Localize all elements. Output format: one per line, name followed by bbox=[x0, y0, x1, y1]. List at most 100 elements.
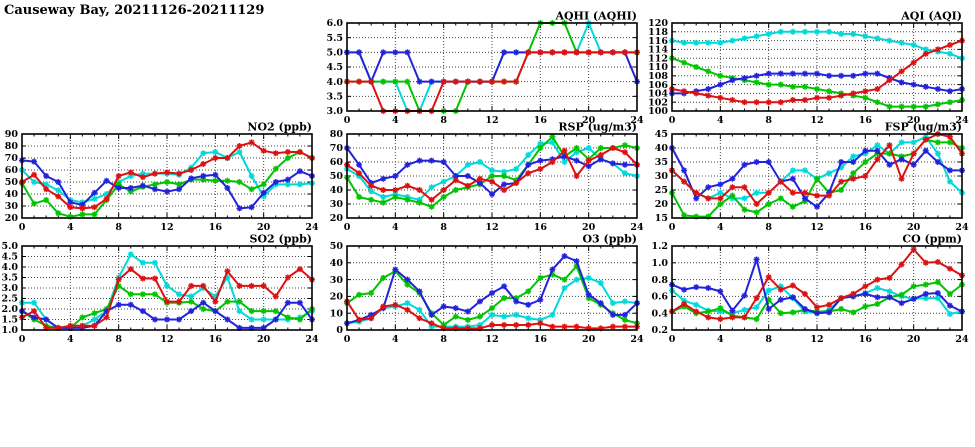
chart-svg-aqhi: 3.0 3.5 4.0 4.5 5.0 5.5 6.0 0 4 8 12 16 20 24 AQHI (AQ… bbox=[326, 10, 644, 127]
y-tick-label: 5.0 bbox=[326, 48, 343, 59]
x-tick-label: 4 bbox=[392, 115, 399, 126]
x-tick-label: 8 bbox=[765, 334, 772, 345]
y-tick-label: 50 bbox=[5, 177, 19, 188]
y-tick-label: 0 bbox=[336, 325, 343, 336]
y-tick-label: 4.0 bbox=[326, 77, 343, 88]
y-tick-label: 1.0 bbox=[651, 258, 668, 269]
x-tick-label: 24 bbox=[630, 115, 644, 126]
x-tick-label: 16 bbox=[209, 334, 223, 345]
y-tick-label: 1.0 bbox=[1, 325, 18, 336]
x-tick-label: 12 bbox=[485, 334, 498, 345]
x-tick-label: 24 bbox=[955, 115, 969, 126]
y-tick-label: 90 bbox=[5, 129, 19, 140]
y-tick-label: 106 bbox=[648, 80, 668, 91]
y-tick-label: 15 bbox=[655, 213, 668, 224]
y-tick-label: 60 bbox=[5, 165, 19, 176]
x-tick-label: 12 bbox=[810, 334, 823, 345]
x-tick-label: 24 bbox=[630, 334, 644, 345]
y-tick-label: 35 bbox=[655, 157, 668, 168]
y-tick-label: 30 bbox=[5, 201, 19, 212]
series-red-markers bbox=[19, 139, 315, 212]
y-tick-label: 45 bbox=[655, 129, 668, 140]
x-tick-label: 12 bbox=[810, 222, 823, 233]
x-tick-label: 8 bbox=[440, 334, 447, 345]
y-tick-label: 2.0 bbox=[1, 304, 18, 315]
chart-title-aqi: AQI (AQI) bbox=[900, 10, 962, 23]
y-tick-label: 3.0 bbox=[326, 106, 343, 117]
chart-no2: 20 30 40 50 60 70 80 90 0 4 8 12 16 20 24 NO2 (ppb) bbox=[0, 121, 326, 239]
x-tick-label: 20 bbox=[907, 115, 921, 126]
x-tick-label: 20 bbox=[907, 222, 921, 233]
x-tick-label: 4 bbox=[392, 222, 399, 233]
y-tick-label: 40 bbox=[655, 143, 669, 154]
y-tick-label: 0.8 bbox=[651, 275, 668, 286]
y-tick-label: 50 bbox=[330, 241, 344, 252]
x-tick-label: 0 bbox=[19, 222, 26, 233]
x-tick-label: 12 bbox=[810, 115, 823, 126]
x-tick-label: 24 bbox=[305, 222, 319, 233]
x-tick-label: 16 bbox=[534, 222, 548, 233]
chart-title-so2: SO2 (ppb) bbox=[250, 233, 313, 246]
series-green-markers bbox=[669, 279, 965, 323]
y-tick-label: 4.5 bbox=[326, 62, 343, 73]
x-tick-label: 8 bbox=[765, 115, 772, 126]
y-tick-label: 4.0 bbox=[1, 262, 18, 273]
y-tick-label: 110 bbox=[648, 62, 668, 73]
chart-svg-o3: 0 10 20 30 40 50 0 4 8 12 16 20 24 O3 (ppb) bbox=[330, 233, 644, 346]
y-tick-label: 5.5 bbox=[326, 33, 343, 44]
chart-fsp: 15 20 25 30 35 40 45 0 4 8 12 16 20 24 FSP (ug/m3) bbox=[646, 121, 975, 239]
chart-o3: 0 10 20 30 40 50 0 4 8 12 16 20 24 O3 (ppb) bbox=[321, 233, 651, 351]
x-tick-label: 20 bbox=[582, 222, 596, 233]
y-tick-label: 30 bbox=[330, 275, 344, 286]
chart-so2: 1.0 1.5 2.0 2.5 3.0 3.5 4.0 4.5 5.0 0 4 8 12 16 20 24 SO… bbox=[0, 233, 326, 351]
x-tick-label: 4 bbox=[67, 334, 74, 345]
x-tick-label: 4 bbox=[392, 334, 399, 345]
x-tick-label: 0 bbox=[669, 222, 676, 233]
y-tick-label: 50 bbox=[330, 171, 344, 182]
x-tick-label: 8 bbox=[765, 222, 772, 233]
x-tick-label: 24 bbox=[955, 334, 969, 345]
x-tick-label: 24 bbox=[955, 222, 969, 233]
series-red-markers bbox=[669, 131, 965, 207]
y-tick-label: 70 bbox=[330, 143, 344, 154]
x-tick-label: 24 bbox=[630, 222, 644, 233]
y-tick-label: 6.0 bbox=[326, 18, 343, 29]
x-tick-label: 0 bbox=[669, 115, 676, 126]
chart-svg-fsp: 15 20 25 30 35 40 45 0 4 8 12 16 20 24 FSP (ug/m3) bbox=[655, 121, 969, 234]
series-cyan-markers bbox=[19, 149, 315, 206]
chart-aqhi: 3.0 3.5 4.0 4.5 5.0 5.5 6.0 0 4 8 12 16 20 24 AQHI (AQ… bbox=[321, 10, 651, 132]
series-red-markers bbox=[344, 49, 640, 114]
chart-svg-rsp: 20 30 40 50 60 70 80 0 4 8 12 16 20 24 RSP (ug/m3) bbox=[330, 121, 644, 234]
y-tick-label: 1.5 bbox=[1, 315, 18, 326]
y-tick-label: 0.6 bbox=[651, 292, 668, 303]
y-tick-label: 80 bbox=[5, 141, 19, 152]
x-tick-label: 4 bbox=[717, 115, 724, 126]
y-tick-label: 4.5 bbox=[1, 252, 18, 263]
y-tick-label: 0.2 bbox=[651, 325, 668, 336]
y-tick-label: 70 bbox=[5, 153, 19, 164]
x-tick-label: 12 bbox=[160, 222, 173, 233]
y-tick-label: 80 bbox=[330, 129, 344, 140]
chart-aqi: 100 102 104 106 108 110 112 114 116 118 120 0 4 8 12 16… bbox=[646, 10, 975, 132]
chart-title-fsp: FSP (ug/m3) bbox=[885, 121, 962, 134]
y-tick-label: 0.4 bbox=[651, 308, 668, 319]
x-tick-label: 4 bbox=[67, 222, 74, 233]
x-tick-label: 20 bbox=[907, 334, 921, 345]
x-tick-label: 0 bbox=[669, 334, 676, 345]
y-tick-label: 102 bbox=[648, 97, 668, 108]
series-blue-markers bbox=[19, 157, 315, 212]
y-tick-label: 112 bbox=[648, 53, 668, 64]
y-tick-label: 116 bbox=[648, 36, 668, 47]
series-blue-markers bbox=[344, 145, 640, 198]
y-tick-label: 20 bbox=[5, 213, 19, 224]
series-red-markers bbox=[669, 37, 965, 106]
y-tick-label: 3.0 bbox=[1, 283, 18, 294]
y-tick-label: 20 bbox=[655, 199, 669, 210]
chart-co: 0.2 0.4 0.6 0.8 1.0 1.2 0 4 8 12 16 20 24 CO (ppm) bbox=[646, 233, 975, 351]
x-tick-label: 16 bbox=[859, 115, 873, 126]
x-tick-label: 24 bbox=[305, 334, 319, 345]
x-tick-label: 20 bbox=[582, 334, 596, 345]
x-tick-label: 12 bbox=[485, 222, 498, 233]
